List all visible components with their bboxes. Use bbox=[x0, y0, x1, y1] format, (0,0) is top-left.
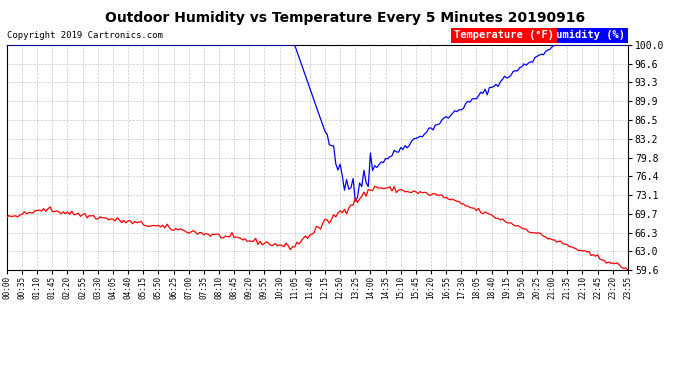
Text: Outdoor Humidity vs Temperature Every 5 Minutes 20190916: Outdoor Humidity vs Temperature Every 5 … bbox=[105, 11, 585, 25]
Text: Copyright 2019 Cartronics.com: Copyright 2019 Cartronics.com bbox=[7, 32, 163, 40]
Text: Humidity (%): Humidity (%) bbox=[550, 30, 625, 40]
Text: Temperature (°F): Temperature (°F) bbox=[454, 30, 554, 40]
